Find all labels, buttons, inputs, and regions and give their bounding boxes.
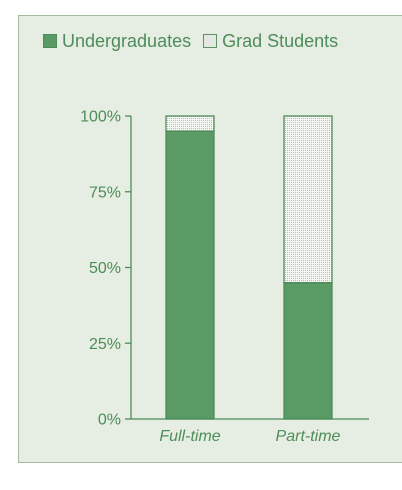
bar-full-time-undergraduates [165,130,215,420]
axis-layer: 0% 25% 50% 75% 100% Full-time Part-time [80,109,369,445]
legend-label-undergraduates: Undergraduates [62,31,192,51]
chart-legend: Undergraduates Grad Students [43,32,338,50]
legend-swatch-undergraduates [43,34,57,48]
bar-part-time-grad-students [283,115,333,284]
x-tick-label-full-time: Full-time [159,428,220,445]
bar-full-time-grad-students [165,115,215,132]
y-tick-label-100: 100% [80,109,121,126]
chart-panel: Undergraduates Grad Students 0% 25% 50% 75%… [18,15,402,463]
stacked-bar-chart: 0% 25% 50% 75% 100% Full-time Part-time [80,109,369,445]
y-tick-label-50: 50% [89,260,121,277]
legend-label-grad-students: Grad Students [222,31,339,51]
y-tick-label-0: 0% [98,412,121,429]
y-tick-label-75: 75% [89,184,121,201]
bars-layer [165,115,333,420]
y-tick-label-25: 25% [89,336,121,353]
legend-swatch-grad-students [203,34,218,48]
bar-part-time-undergraduates [283,281,333,420]
x-tick-label-part-time: Part-time [276,428,341,445]
